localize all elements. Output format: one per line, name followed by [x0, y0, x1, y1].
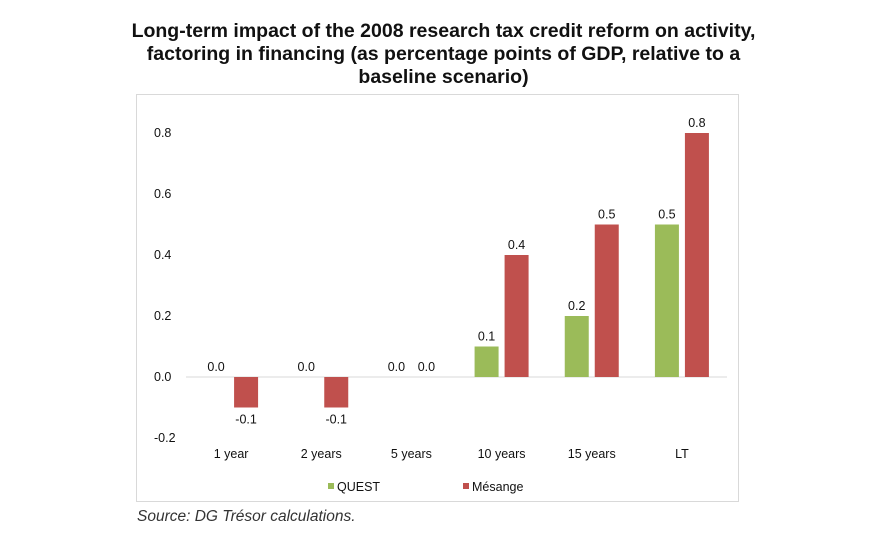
- bar-msange: [594, 224, 619, 377]
- bar-msange: [684, 133, 709, 377]
- bar-msange: [504, 255, 529, 377]
- chart-title: Long-term impact of the 2008 research ta…: [100, 20, 787, 89]
- bar-msange: [234, 377, 259, 408]
- bar-quest: [564, 316, 589, 377]
- x-tick-label: 2 years: [301, 447, 342, 461]
- legend-marker-msange: [463, 483, 469, 489]
- data-label: 0.8: [688, 116, 705, 130]
- chart-title-line-2: factoring in financing (as percentage po…: [146, 43, 741, 65]
- x-tick-label: 5 years: [391, 447, 432, 461]
- y-tick-label: 0.6: [154, 187, 171, 201]
- bar-quest: [474, 346, 499, 377]
- y-tick-label: 0.8: [154, 126, 171, 140]
- data-label: 0.1: [478, 330, 495, 344]
- data-label: 0.0: [418, 360, 435, 374]
- y-tick-label: 0.0: [154, 370, 171, 384]
- bar-quest: [654, 224, 679, 377]
- x-tick-label: 15 years: [568, 447, 616, 461]
- data-label: 0.0: [298, 360, 315, 374]
- legend-marker-quest: [328, 483, 334, 489]
- y-tick-label: -0.2: [154, 431, 176, 445]
- data-label: 0.5: [598, 208, 615, 222]
- chart-title-line-1: Long-term impact of the 2008 research ta…: [131, 20, 756, 42]
- chart-title-line-3: baseline scenario): [358, 66, 529, 88]
- y-tick-label: 0.4: [154, 248, 171, 262]
- legend-label: Mésange: [472, 480, 523, 494]
- legend-label: QUEST: [337, 480, 380, 494]
- data-label: 0.4: [508, 238, 525, 252]
- bars: 0.0 -0.1 0.0 -0.1 0.0 0.0 0.1 0.4 0.2 0.5 0.5 0.8: [207, 116, 709, 427]
- legend: QUEST Mésange: [328, 480, 523, 494]
- bar-chart: -0.20.00.20.40.60.8 0.0-0.10.0-0.10.0 0.0…: [154, 116, 727, 494]
- data-label: 0.0: [207, 360, 224, 374]
- x-tick-label: LT: [675, 447, 689, 461]
- y-tick-label: 0.2: [154, 309, 171, 323]
- data-label: 0.2: [568, 299, 585, 313]
- data-label: -0.1: [325, 413, 347, 427]
- x-tick-label: 1 year: [214, 447, 249, 461]
- data-label: -0.1: [235, 413, 257, 427]
- data-label: 0.0: [388, 360, 405, 374]
- y-axis: -0.2 0.0 0.2 0.4 0.6 0.8: [154, 126, 176, 445]
- bar-msange: [324, 377, 349, 408]
- data-label: 0.5: [658, 208, 675, 222]
- x-axis: 1 year 2 years 5 years 10 years 15 years LT: [214, 447, 689, 461]
- x-tick-label: 10 years: [478, 447, 526, 461]
- source-note: Source: DG Trésor calculations.: [137, 508, 356, 525]
- chart-area: -0.2 0.0 0.2 0.4 0.6 0.8 0.0 -0.1 0.0 -0.1 0.0 0.0…: [136, 94, 739, 502]
